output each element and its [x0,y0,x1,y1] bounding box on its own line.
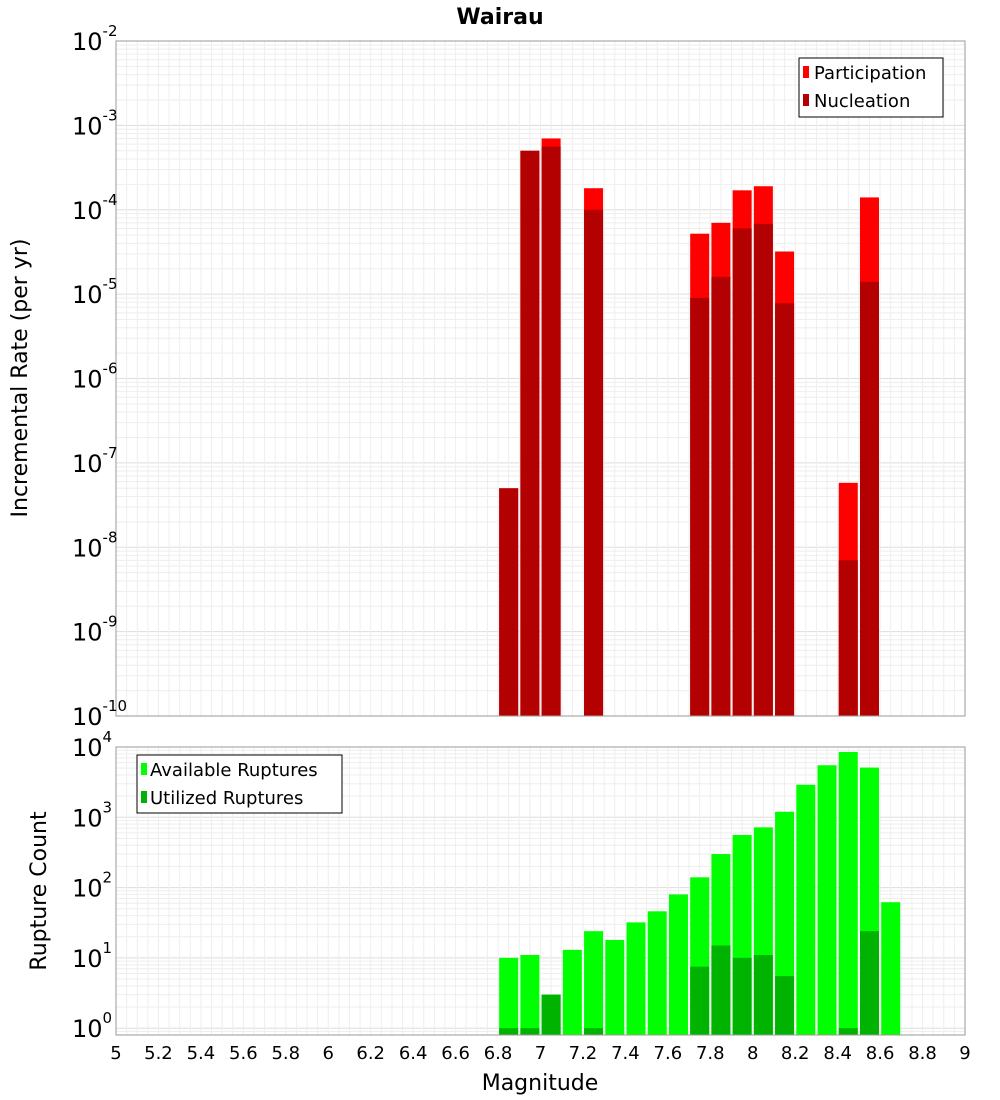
top-plot-frame [115,40,966,717]
available-ruptures-bar [520,954,540,1035]
utilized-ruptures-bar [541,994,561,1035]
x-tick-label: 7.6 [654,1043,683,1064]
y-tick-label: 101 [72,939,112,973]
utilized-ruptures-bar [775,976,795,1035]
nucleation-bar [711,276,731,716]
bottom-y-tick-labels: 104 103 102 101 100 [72,728,112,1043]
legend-box [798,57,944,118]
utilized-ruptures-bar [711,945,731,1035]
legend-label: Utilized Ruptures [150,788,303,809]
x-tick-label: 8.4 [823,1043,852,1064]
available-ruptures-bar [817,765,837,1035]
legend-swatch [141,791,147,803]
nucleation-bar [753,223,773,716]
y-tick-label: 100 [72,1009,112,1043]
nucleation-bar [775,303,795,716]
x-tick-label: 7.4 [611,1043,640,1064]
x-tick-label: 6 [323,1043,334,1064]
bottom-bars [499,751,901,1035]
top-y-tick-labels: 10-2 10-3 10-4 10-5 10-6 10-7 10-8 10-9 10-10 [72,22,127,731]
available-ruptures-bar [605,939,625,1035]
x-tick-labels: 5 5.2 5.4 5.6 5.8 6 6.2 6.4 6.6 6.8 7 7.2 7.4 7.6 7.8 8… [110,1043,970,1064]
legend-swatch [803,66,809,78]
bottom-y-axis-label: Rupture Count [27,811,52,971]
top-grid [115,41,966,717]
utilized-ruptures-bar [690,966,710,1035]
available-ruptures-bar [838,751,858,1035]
utilized-ruptures-bar [838,1028,858,1035]
y-tick-label: 10-9 [72,613,118,647]
y-tick-label: 10-3 [72,106,118,140]
legend-swatch [803,94,809,106]
available-ruptures-bar [881,902,901,1035]
x-tick-label: 8.6 [866,1043,895,1064]
available-ruptures-bar [796,784,816,1035]
nucleation-bar [541,146,561,716]
x-tick-label: 7.2 [569,1043,598,1064]
bottom-legend: Available Ruptures Utilized Ruptures [136,754,343,814]
y-tick-label: 10-8 [72,528,118,562]
nucleation-bar [838,560,858,716]
top-legend: Participation Nucleation [798,57,944,118]
y-tick-label: 104 [72,728,112,762]
y-tick-label: 10-5 [72,275,118,309]
y-tick-label: 10-6 [72,360,118,394]
x-tick-label: 6.6 [441,1043,470,1064]
y-tick-label: 102 [72,869,112,903]
bottom-plot: 104 103 102 101 100 5 5.2 5.4 5.6 5.8 6 6.2 6.4 6.6 6… [27,728,971,1096]
x-tick-label: 8 [747,1043,758,1064]
chart-title: Wairau [456,5,543,30]
utilized-ruptures-bar [584,1028,604,1035]
available-ruptures-bar [647,911,667,1035]
x-tick-label: 6.8 [484,1043,513,1064]
nucleation-bar [520,150,540,716]
legend-label: Available Ruptures [150,760,318,781]
x-tick-label: 5.8 [271,1043,300,1064]
utilized-ruptures-bar [732,957,752,1035]
available-ruptures-bar [668,894,688,1035]
x-tick-label: 6.4 [399,1043,428,1064]
x-tick-label: 7 [535,1043,546,1064]
x-tick-label: 5.6 [229,1043,258,1064]
legend-swatch [141,763,147,775]
available-ruptures-bar [584,931,604,1035]
x-axis-label: Magnitude [482,1071,599,1096]
x-tick-label: 6.2 [356,1043,385,1064]
y-tick-label: 10-7 [72,444,118,478]
x-tick-label: 5 [110,1043,121,1064]
y-tick-label: 10-2 [72,22,118,56]
available-ruptures-bar [626,922,646,1035]
top-bars [499,138,879,717]
utilized-ruptures-bar [753,954,773,1035]
y-tick-label: 103 [72,798,112,832]
nucleation-bar [499,488,519,716]
x-tick-label: 9 [959,1043,970,1064]
legend-label: Participation [814,63,926,84]
bottom-plot-frame [115,746,966,1036]
nucleation-bar [732,228,752,716]
x-tick-label: 5.4 [187,1043,216,1064]
x-tick-label: 5.2 [144,1043,173,1064]
nucleation-bar [584,209,604,716]
available-ruptures-bar [499,957,519,1035]
x-tick-label: 7.8 [696,1043,725,1064]
y-tick-label: 10-4 [72,191,118,225]
x-tick-label: 8.2 [781,1043,810,1064]
top-plot: 10-2 10-3 10-4 10-5 10-6 10-7 10-8 10-9 10-10 In… [8,22,966,731]
utilized-ruptures-bar [499,1028,519,1035]
legend-label: Nucleation [814,91,910,112]
x-tick-label: 8.8 [908,1043,937,1064]
y-tick-label: 10-10 [72,697,127,731]
utilized-ruptures-bar [859,931,879,1035]
top-y-axis-label: Incremental Rate (per yr) [8,239,33,518]
available-ruptures-bar [562,949,582,1035]
nucleation-bar [859,281,879,716]
utilized-ruptures-bar [520,1028,540,1035]
legend-box [136,754,343,814]
nucleation-bar [690,297,710,716]
